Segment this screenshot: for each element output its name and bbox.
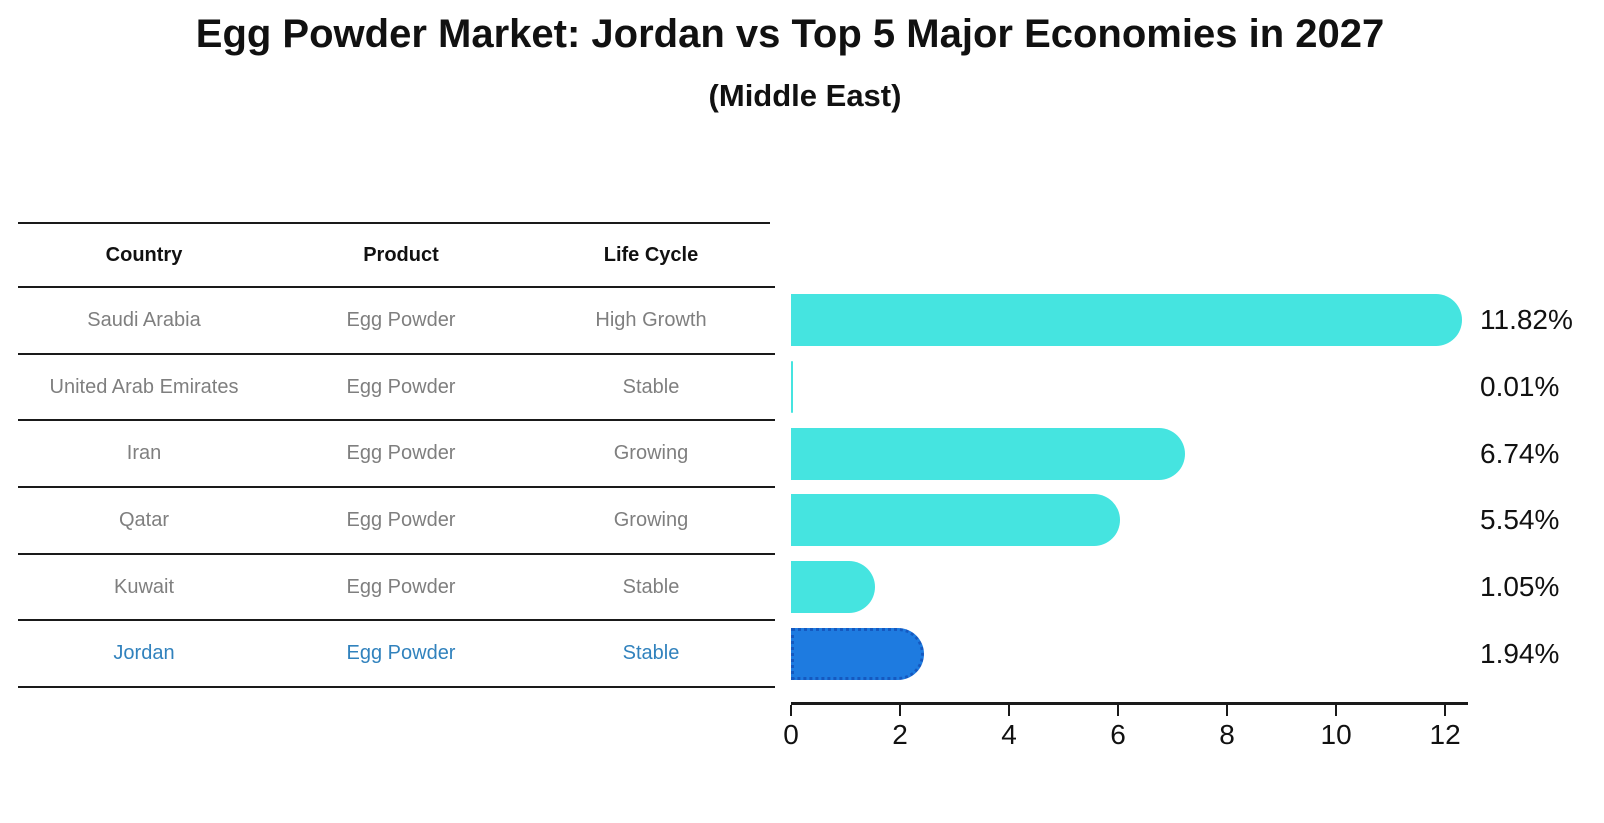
bar-jordan bbox=[791, 627, 924, 680]
x-axis-tick-label: 4 bbox=[1001, 719, 1017, 750]
bar-row bbox=[791, 554, 1468, 621]
cell-country: Qatar bbox=[118, 508, 170, 531]
x-axis-tick bbox=[1226, 705, 1229, 716]
y-axis-tick bbox=[757, 686, 775, 688]
cell-product: Egg Powder bbox=[346, 442, 456, 465]
x-axis-tick bbox=[1008, 705, 1011, 716]
chart-subtitle: (Middle East) bbox=[708, 78, 902, 113]
y-axis-tick bbox=[757, 619, 775, 622]
cell-product: Egg Powder bbox=[346, 575, 456, 598]
bar-saudi-arabia bbox=[791, 294, 1463, 347]
column-header-product: Product bbox=[363, 243, 439, 266]
x-axis-tick bbox=[1444, 705, 1447, 716]
cell-product: Egg Powder bbox=[346, 375, 456, 398]
y-axis-tick bbox=[757, 286, 775, 288]
value-label: 1.94% bbox=[1480, 637, 1560, 669]
x-axis-tick-label: 10 bbox=[1320, 719, 1352, 750]
x-axis-tick bbox=[899, 705, 902, 716]
cell-life-cycle: Stable bbox=[622, 375, 680, 398]
x-axis-tick bbox=[1117, 705, 1120, 716]
value-label: 0.01% bbox=[1480, 370, 1560, 402]
cell-country: Jordan bbox=[113, 642, 175, 665]
chart-title: Egg Powder Market: Jordan vs Top 5 Major… bbox=[195, 12, 1385, 56]
bar-row bbox=[791, 620, 1468, 687]
cell-country: Iran bbox=[126, 442, 162, 465]
value-label: 11.82% bbox=[1480, 304, 1573, 336]
cell-product: Egg Powder bbox=[346, 308, 456, 331]
table-row: Jordan Egg Powder Stable bbox=[18, 621, 770, 689]
column-header-country: Country bbox=[105, 243, 183, 266]
y-axis-tick bbox=[757, 352, 775, 355]
cell-life-cycle: Growing bbox=[613, 442, 689, 465]
x-axis-tick-label: 0 bbox=[783, 719, 799, 750]
cell-life-cycle: Growing bbox=[613, 508, 689, 531]
x-axis-tick-label: 8 bbox=[1219, 719, 1235, 750]
cell-country: United Arab Emirates bbox=[49, 375, 239, 398]
value-label: 1.05% bbox=[1480, 570, 1560, 602]
bar-row bbox=[791, 354, 1468, 421]
table-header-row: Country Product Life Cycle bbox=[18, 222, 770, 288]
table-row: Iran Egg Powder Growing bbox=[18, 421, 770, 489]
bar-chart-plot-area: 0 2 4 6 8 10 12 bbox=[757, 286, 1468, 750]
cell-life-cycle: Stable bbox=[622, 575, 680, 598]
bar-row bbox=[791, 287, 1468, 354]
y-axis-tick bbox=[757, 552, 775, 555]
value-labels-column: 11.82% 0.01% 6.74% 5.54% 1.05% 1.94% bbox=[1480, 287, 1573, 687]
bars-container bbox=[791, 287, 1468, 687]
value-label: 5.54% bbox=[1480, 504, 1560, 536]
y-axis-tick bbox=[757, 486, 775, 488]
cell-country: Kuwait bbox=[113, 575, 175, 598]
cell-life-cycle: High Growth bbox=[595, 308, 707, 331]
x-axis-tick-label: 6 bbox=[1110, 719, 1126, 750]
bar-row bbox=[791, 420, 1468, 487]
x-axis-tick bbox=[1335, 705, 1338, 716]
x-axis-tick-label: 2 bbox=[892, 719, 908, 750]
cell-country: Saudi Arabia bbox=[87, 308, 201, 331]
bar-kuwait bbox=[791, 560, 876, 613]
cell-life-cycle: Stable bbox=[622, 642, 680, 665]
cell-product: Egg Powder bbox=[346, 508, 456, 531]
bar-united-arab-emirates bbox=[791, 360, 793, 413]
comparison-table: Country Product Life Cycle Saudi Arabia … bbox=[18, 222, 770, 689]
column-header-life-cycle: Life Cycle bbox=[603, 243, 699, 266]
cell-product: Egg Powder bbox=[346, 642, 456, 665]
table-row: Saudi Arabia Egg Powder High Growth bbox=[18, 288, 770, 355]
bar-qatar bbox=[791, 494, 1120, 547]
bar-iran bbox=[791, 427, 1186, 480]
table-row: Kuwait Egg Powder Stable bbox=[18, 555, 770, 622]
table-row: United Arab Emirates Egg Powder Stable bbox=[18, 355, 770, 422]
x-axis-tick-label: 12 bbox=[1429, 719, 1461, 750]
value-label: 6.74% bbox=[1480, 437, 1560, 469]
x-axis-tick bbox=[790, 705, 792, 716]
table-row: Qatar Egg Powder Growing bbox=[18, 488, 770, 555]
y-axis-tick bbox=[757, 419, 775, 422]
bar-row bbox=[791, 487, 1468, 554]
